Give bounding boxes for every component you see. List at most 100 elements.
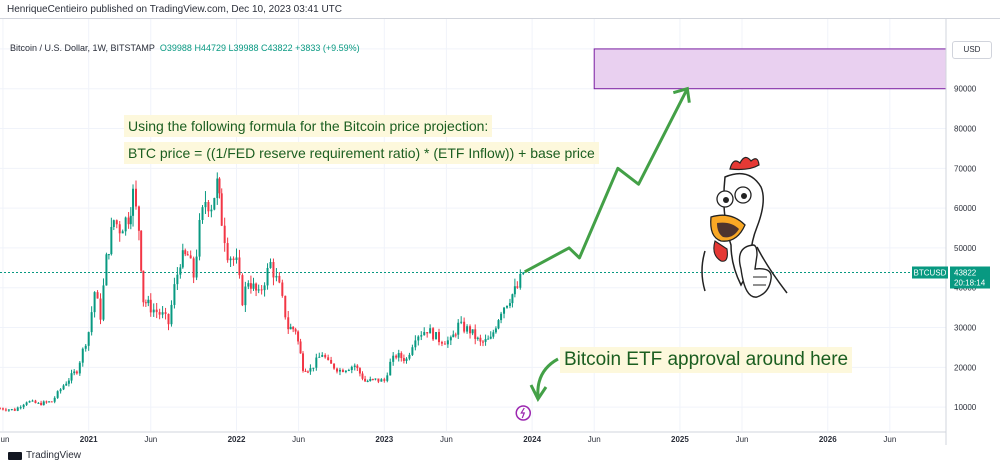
candle-body bbox=[341, 369, 344, 373]
candle-body bbox=[118, 224, 121, 234]
legend-low: L39988 bbox=[228, 43, 259, 53]
candle-body bbox=[73, 371, 76, 374]
candle-body bbox=[374, 378, 377, 380]
candle-body bbox=[420, 335, 423, 337]
candle-body bbox=[369, 378, 372, 381]
candle-body bbox=[494, 328, 497, 333]
candle-body bbox=[440, 342, 443, 344]
chart-area[interactable]: 1000020000300004000050000600007000080000… bbox=[0, 18, 1000, 445]
symbol-legend[interactable]: Bitcoin / U.S. Dollar, 1W, BITSTAMP O399… bbox=[10, 43, 360, 53]
candle-body bbox=[356, 365, 359, 369]
x-tick-label: Jun bbox=[292, 435, 305, 444]
candle-body bbox=[28, 401, 31, 403]
target-zone-layer bbox=[593, 48, 947, 90]
candle-body bbox=[350, 366, 353, 371]
projection-layer bbox=[524, 86, 691, 274]
candle-body bbox=[179, 267, 182, 275]
x-tick-label: 2023 bbox=[375, 435, 393, 444]
etf-arrow-head bbox=[529, 384, 548, 402]
projection-arrow-head bbox=[672, 86, 691, 103]
candle-body bbox=[287, 317, 290, 330]
candle-body bbox=[56, 391, 59, 398]
candle-body bbox=[124, 217, 127, 232]
rooster-body bbox=[701, 246, 788, 294]
candle-body bbox=[460, 321, 463, 323]
candle-body bbox=[65, 383, 68, 386]
candle-body bbox=[16, 407, 19, 411]
candle-body bbox=[297, 331, 300, 342]
candle-body bbox=[189, 255, 192, 259]
y-tick-label: 10000 bbox=[954, 403, 977, 412]
candle-body bbox=[321, 354, 324, 357]
candle-body bbox=[4, 409, 7, 411]
rooster-comb bbox=[729, 156, 760, 171]
ticker-label: BTCUSD bbox=[914, 269, 947, 278]
candle-body bbox=[48, 401, 51, 403]
candle-body bbox=[414, 340, 417, 348]
candle-body bbox=[292, 326, 295, 330]
y-tick-label: 80000 bbox=[954, 125, 977, 134]
tradingview-logo[interactable]: TradingView bbox=[8, 450, 81, 461]
candle-body bbox=[466, 326, 469, 332]
y-tick-label: 90000 bbox=[954, 85, 977, 94]
candle-body bbox=[353, 365, 356, 367]
price-tag-value: 43822 bbox=[954, 269, 977, 278]
legend-open: O39988 bbox=[159, 43, 192, 53]
legend-high: H44729 bbox=[194, 43, 226, 53]
candle-body bbox=[115, 220, 118, 225]
candle-body bbox=[263, 285, 266, 291]
candle-body bbox=[275, 275, 278, 278]
candle-body bbox=[492, 332, 495, 337]
candle-body bbox=[22, 404, 25, 408]
price-chart[interactable]: 1000020000300004000050000600007000080000… bbox=[0, 19, 1000, 445]
candle-body bbox=[361, 373, 364, 379]
currency-button[interactable]: USD bbox=[952, 41, 992, 59]
candle-body bbox=[45, 401, 48, 403]
legend-change: +3833 (+9.59%) bbox=[295, 43, 360, 53]
x-tick-label: 2021 bbox=[80, 435, 98, 444]
candle-body bbox=[40, 402, 43, 406]
candle-body bbox=[84, 345, 87, 349]
candle-body bbox=[318, 356, 321, 358]
candle-body bbox=[289, 326, 292, 330]
candle-body bbox=[371, 378, 374, 380]
candle-body bbox=[213, 198, 216, 210]
candle-body bbox=[272, 262, 275, 278]
candle-body bbox=[144, 302, 147, 304]
candle-body bbox=[255, 283, 258, 291]
candle-body bbox=[497, 320, 500, 329]
y-tick-label: 30000 bbox=[954, 324, 977, 333]
rooster-cartoon bbox=[701, 156, 788, 298]
candle-body bbox=[481, 341, 484, 343]
candle-body bbox=[96, 292, 99, 299]
candle-body bbox=[383, 379, 386, 381]
x-tick-label: 2026 bbox=[819, 435, 837, 444]
candle-body bbox=[338, 369, 341, 372]
candle-body bbox=[519, 273, 522, 288]
candle-body bbox=[426, 332, 429, 334]
candle-body bbox=[127, 217, 130, 225]
formula-intro-note: Using the following formula for the Bitc… bbox=[124, 115, 493, 137]
candle-body bbox=[105, 254, 108, 286]
candle-body bbox=[487, 338, 490, 340]
candle-body bbox=[62, 385, 65, 390]
candle-body bbox=[463, 321, 466, 332]
candle-body bbox=[508, 303, 511, 306]
candle-body bbox=[34, 400, 37, 404]
candle-body bbox=[392, 355, 395, 362]
candle-body bbox=[19, 407, 22, 409]
candle-body bbox=[158, 312, 161, 315]
y-tick-label: 50000 bbox=[954, 244, 977, 253]
candle-body bbox=[241, 275, 244, 306]
candle-body bbox=[312, 367, 315, 369]
candle-body bbox=[474, 329, 477, 339]
candle-body bbox=[479, 337, 482, 342]
candle-body bbox=[173, 284, 176, 305]
candle-body bbox=[75, 371, 78, 374]
candle-body bbox=[235, 257, 238, 260]
candle-body bbox=[257, 289, 260, 291]
candle-body bbox=[244, 286, 247, 306]
candle-body bbox=[278, 275, 281, 283]
candle-body bbox=[336, 368, 339, 372]
candle-body bbox=[302, 353, 305, 371]
